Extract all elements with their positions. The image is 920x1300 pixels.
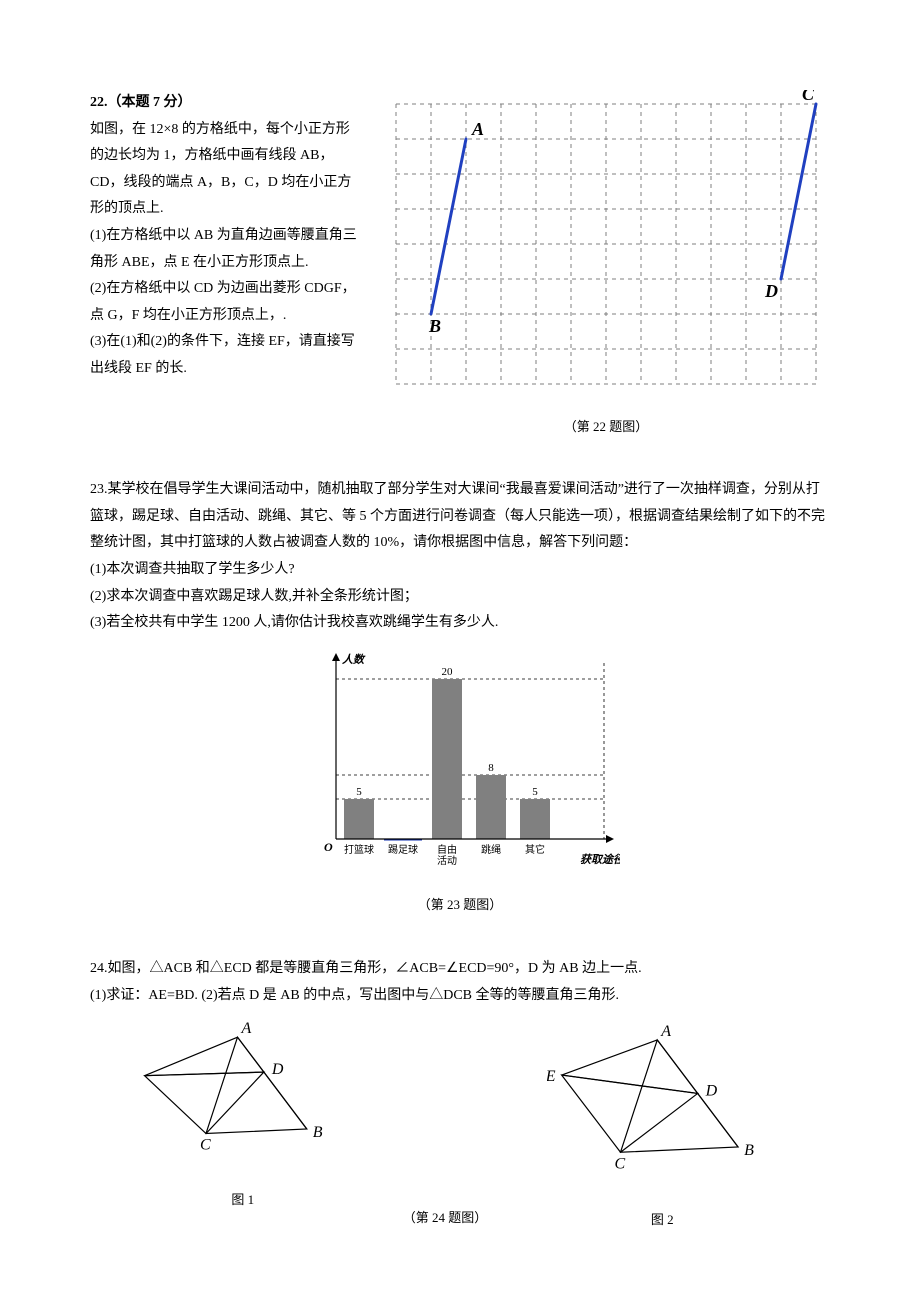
svg-text:B: B (313, 1124, 323, 1141)
question-23: 23.某学校在倡导学生大课间活动中，随机抽取了部分学生对大课间“我最喜爱课间活动… (90, 477, 830, 918)
svg-text:A: A (661, 1023, 672, 1040)
q24-p2: (1)求证：AE=BD. (2)若点 D 是 AB 的中点，写出图中与△DCB … (90, 983, 830, 1010)
q23-figure: 5 打篮球 踢足球 20 自由活动 8 跳绳 5 其它 人数获取途径 O （第 23 题图） (90, 647, 830, 918)
q24-fig2-label: 图 2 (547, 1208, 777, 1233)
svg-text:其它: 其它 (525, 843, 545, 856)
q23-p1: 23.某学校在倡导学生大课间活动中，随机抽取了部分学生对大课间“我最喜爱课间活动… (90, 477, 830, 557)
svg-text:5: 5 (532, 786, 538, 798)
q24-fig2: A B C D E 图 2 (547, 1021, 777, 1232)
svg-text:B: B (428, 316, 441, 336)
svg-text:20: 20 (442, 666, 454, 678)
q22-figure: A B C D （第 22 题图） (382, 90, 830, 439)
svg-text:D: D (705, 1083, 718, 1100)
q22-caption: （第 22 题图） (382, 415, 830, 440)
svg-text:B: B (744, 1142, 754, 1159)
q22-p4: (3)在(1)和(2)的条件下，连接 EF，请直接写出线段 EF 的长. (90, 329, 362, 382)
svg-text:自由: 自由 (437, 843, 457, 856)
svg-text:A: A (471, 119, 484, 139)
svg-text:打篮球: 打篮球 (344, 843, 374, 856)
svg-text:C: C (200, 1137, 211, 1154)
q23-p4: (3)若全校共有中学生 1200 人,请你估计我校喜欢跳绳学生有多少人. (90, 610, 830, 637)
svg-text:8: 8 (488, 762, 494, 774)
svg-text:O: O (324, 840, 333, 854)
svg-text:踢足球: 踢足球 (388, 843, 418, 856)
q22-text: 22.（本题 7 分） 如图，在 12×8 的方格纸中，每个小正方形的边长均为 … (90, 90, 362, 439)
svg-text:D: D (764, 281, 778, 301)
svg-text:5: 5 (356, 786, 362, 798)
svg-text:C: C (802, 90, 815, 104)
svg-text:A: A (240, 1021, 251, 1037)
q24-fig1: ABCDE 图 1 (143, 1021, 343, 1232)
svg-text:获取途径: 获取途径 (580, 853, 620, 866)
q24-fig1-label: 图 1 (143, 1188, 343, 1213)
q22-header: 22.（本题 7 分） (90, 90, 362, 117)
q24-caption: （第 24 题图） (403, 1206, 488, 1233)
q24-fig1-svg: ABCDE (143, 1021, 343, 1171)
question-24: 24.如图，△ACB 和△ECD 都是等腰直角三角形，∠ACB=∠ECD=90°… (90, 956, 830, 1232)
svg-text:人数: 人数 (342, 653, 366, 666)
q23-p2: (1)本次调查共抽取了学生多少人? (90, 557, 830, 584)
q23-chart-svg: 5 打篮球 踢足球 20 自由活动 8 跳绳 5 其它 人数获取途径 O (300, 647, 620, 877)
q22-grid-svg: A B C D (382, 90, 830, 398)
q24-figures: A B C D E 图 1 （第 24 题图） A B C D E 图 2 (90, 1021, 830, 1232)
svg-text:跳绳: 跳绳 (481, 843, 501, 856)
svg-text:活动: 活动 (437, 855, 457, 867)
q22-p3: (2)在方格纸中以 CD 为边画出菱形 CDGF，点 G，F 均在小正方形顶点上… (90, 276, 362, 329)
svg-text:E: E (547, 1068, 556, 1085)
q22-p1: 如图，在 12×8 的方格纸中，每个小正方形的边长均为 1，方格纸中画有线段 A… (90, 117, 362, 223)
q23-caption: （第 23 题图） (90, 893, 830, 918)
q24-fig2-svg: A B C D E (547, 1021, 777, 1191)
q22-p2: (1)在方格纸中以 AB 为直角边画等腰直角三角形 ABE，点 E 在小正方形顶… (90, 223, 362, 276)
q23-p3: (2)求本次调查中喜欢踢足球人数,并补全条形统计图； (90, 584, 830, 611)
svg-text:C: C (615, 1156, 626, 1173)
q24-p1: 24.如图，△ACB 和△ECD 都是等腰直角三角形，∠ACB=∠ECD=90°… (90, 956, 830, 983)
question-22: 22.（本题 7 分） 如图，在 12×8 的方格纸中，每个小正方形的边长均为 … (90, 90, 830, 439)
svg-text:D: D (271, 1061, 284, 1078)
